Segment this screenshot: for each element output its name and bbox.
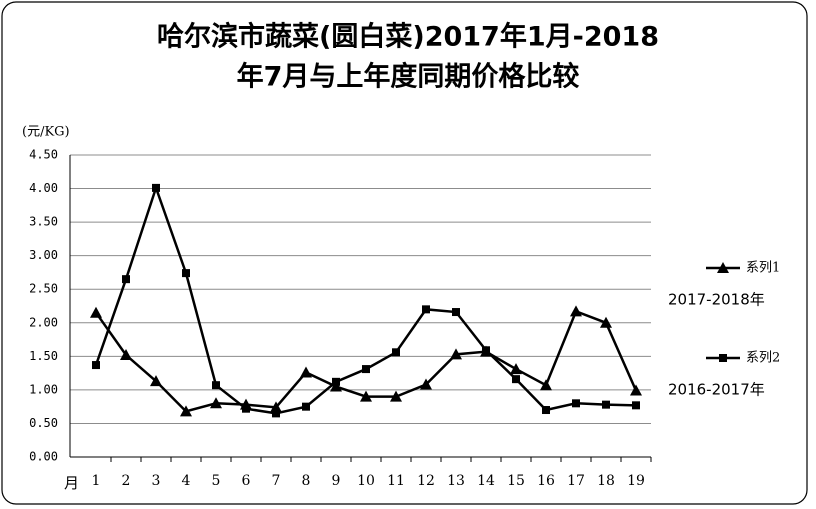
marker bbox=[242, 404, 250, 413]
y-tick-label: 4.50 bbox=[29, 148, 58, 162]
marker bbox=[632, 401, 640, 410]
x-tick-label: 9 bbox=[332, 473, 341, 489]
x-tick-label: 8 bbox=[302, 473, 311, 489]
y-tick-label: 3.00 bbox=[29, 248, 58, 262]
marker bbox=[332, 377, 340, 386]
marker bbox=[180, 405, 192, 417]
x-tick-label: 4 bbox=[182, 473, 191, 489]
frame bbox=[1, 1, 808, 505]
marker bbox=[300, 366, 312, 378]
x-tick-label: 1 bbox=[92, 473, 101, 489]
marker bbox=[452, 308, 460, 317]
marker bbox=[602, 400, 610, 409]
marker bbox=[210, 397, 222, 409]
marker bbox=[719, 354, 727, 362]
marker bbox=[392, 348, 400, 357]
marker bbox=[572, 399, 580, 408]
x-tick-label: 14 bbox=[477, 473, 495, 489]
marker bbox=[302, 402, 310, 411]
x-tick-label: 5 bbox=[212, 473, 221, 489]
marker bbox=[512, 375, 520, 384]
marker bbox=[152, 183, 160, 192]
marker bbox=[92, 361, 100, 370]
y-axis-label: (元/KG) bbox=[22, 125, 70, 140]
y-tick-label: 3.50 bbox=[29, 215, 58, 229]
marker bbox=[510, 363, 522, 375]
y-tick-label: 0.00 bbox=[29, 450, 58, 464]
x-tick-label: 3 bbox=[152, 473, 161, 489]
x-tick-label: 19 bbox=[627, 473, 645, 489]
marker bbox=[390, 390, 402, 402]
marker bbox=[120, 348, 132, 360]
marker bbox=[330, 380, 342, 392]
x-tick-label: 17 bbox=[567, 473, 585, 489]
x-tick-label: 18 bbox=[597, 473, 615, 489]
annotation: 2017-2018年 bbox=[668, 291, 765, 309]
marker bbox=[600, 316, 612, 328]
marker bbox=[420, 378, 432, 390]
marker bbox=[422, 305, 430, 314]
marker bbox=[450, 348, 462, 360]
y-tick-label: 0.50 bbox=[29, 416, 58, 430]
marker bbox=[182, 269, 190, 278]
x-tick-label: 11 bbox=[387, 473, 405, 489]
marker bbox=[212, 381, 220, 390]
x-tick-label: 2 bbox=[122, 473, 131, 489]
annotation: 2016-2017年 bbox=[668, 381, 765, 399]
marker bbox=[272, 409, 280, 418]
chart-title: 哈尔滨市蔬菜(圆白菜)2017年1月-2018 bbox=[157, 21, 659, 53]
marker bbox=[542, 406, 550, 415]
legend-label: 系列1 bbox=[746, 261, 780, 276]
x-axis-label: 月 bbox=[64, 474, 79, 492]
marker bbox=[122, 275, 130, 284]
x-tick-label: 6 bbox=[242, 473, 251, 489]
chart-title: 年7月与上年度同期价格比较 bbox=[237, 61, 580, 93]
marker bbox=[150, 375, 162, 387]
marker bbox=[90, 306, 102, 318]
legend-label: 系列2 bbox=[746, 351, 780, 366]
marker bbox=[360, 390, 372, 402]
x-tick-label: 12 bbox=[417, 473, 435, 489]
marker bbox=[362, 365, 370, 374]
marker bbox=[570, 305, 582, 317]
y-tick-label: 1.50 bbox=[29, 349, 58, 363]
marker bbox=[717, 262, 729, 273]
y-tick-label: 2.00 bbox=[29, 315, 58, 329]
marker bbox=[630, 384, 642, 396]
x-tick-label: 10 bbox=[357, 473, 375, 489]
x-tick-label: 15 bbox=[507, 473, 525, 489]
y-tick-label: 4.00 bbox=[29, 181, 58, 195]
x-tick-label: 13 bbox=[447, 473, 465, 489]
y-tick-label: 2.50 bbox=[29, 282, 58, 296]
y-tick-label: 1.00 bbox=[29, 382, 58, 396]
marker bbox=[482, 346, 490, 355]
x-tick-label: 7 bbox=[272, 473, 281, 489]
x-tick-label: 16 bbox=[537, 473, 555, 489]
marker bbox=[540, 379, 552, 391]
